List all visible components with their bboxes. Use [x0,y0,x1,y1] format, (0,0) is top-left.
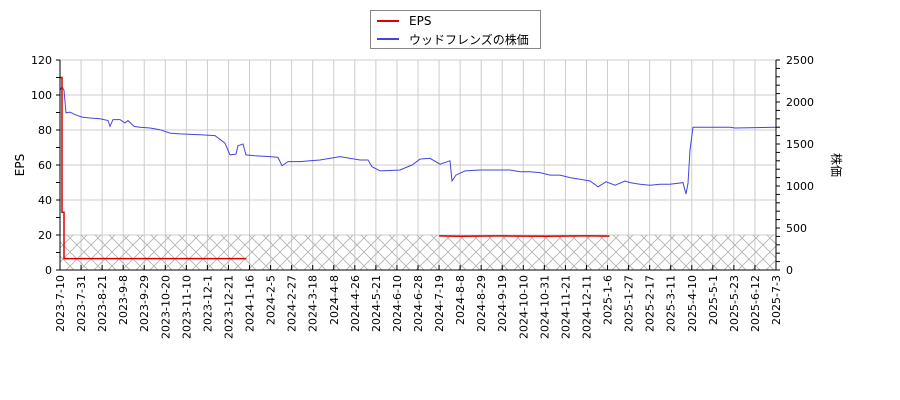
x-tick-label: 2024-10-31 [538,275,551,339]
right-tick-label: 2000 [786,96,814,109]
left-tick-label: 0 [45,264,52,277]
left-tick-label: 100 [31,89,52,102]
x-tick-label: 2024-8-8 [454,275,467,325]
left-tick-label: 60 [38,159,52,172]
x-tick-label: 2025-4-10 [686,275,699,332]
x-tick-label: 2023-9-8 [117,275,130,325]
left-axis-title: EPS [13,154,27,176]
x-tick-label: 2024-12-11 [580,275,593,339]
right-axis-title: 株価 [829,153,844,177]
x-tick-label: 2024-6-10 [391,275,404,332]
x-tick-label: 2024-4-8 [328,275,341,325]
x-tick-label: 2024-4-26 [349,275,362,332]
x-tick-label: 2024-9-19 [496,275,509,332]
left-tick-label: 120 [31,54,52,67]
x-tick-label: 2023-7-31 [75,275,88,332]
x-tick-label: 2024-7-19 [433,275,446,332]
eps-line [60,76,247,260]
x-tick-label: 2024-5-21 [370,275,383,332]
x-tick-label: 2023-7-10 [54,275,67,332]
hatched-band [60,235,776,270]
x-tick-label: 2024-3-18 [307,275,320,332]
x-tick-label: 2024-1-16 [244,275,257,332]
x-tick-label: 2024-8-29 [475,275,488,332]
x-tick-label: 2024-6-28 [412,275,425,332]
x-tick-label: 2023-12-21 [222,275,235,339]
right-tick-label: 0 [786,264,793,277]
right-axis-ticks: 0 500 1000 1500 2000 2500 [776,54,814,277]
left-axis-ticks: 0 20 40 60 80 100 120 [31,54,60,277]
x-tick-label: 2024-2-5 [265,275,278,325]
legend-item-price: ウッドフレンズの株価 [377,31,529,47]
x-tick-label: 2023-11-10 [180,275,193,339]
chart-legend: EPS ウッドフレンズの株価 [370,10,541,49]
x-axis-ticks: 2023-7-10 2023-7-31 2023-8-21 2023-9-8 2023-… [54,265,783,339]
x-tick-label: 2025-1-27 [623,275,636,332]
right-tick-label: 2500 [786,54,814,67]
x-tick-label: 2025-5-23 [728,275,741,332]
right-tick-label: 500 [786,222,807,235]
series-layer [59,76,777,260]
x-tick-label: 2025-2-17 [644,275,657,332]
x-tick-label: 2025-1-6 [602,275,615,325]
x-tick-label: 2024-11-21 [559,275,572,339]
right-tick-label: 1500 [786,138,814,151]
eps-line-swatch-icon [377,20,399,22]
right-tick-label: 1000 [786,180,814,193]
x-tick-label: 2023-10-20 [159,275,172,339]
left-tick-label: 20 [38,229,52,242]
price-line [59,85,777,195]
price-line-swatch-icon [377,38,399,40]
left-tick-label: 80 [38,124,52,137]
x-tick-label: 2023-9-29 [138,275,151,332]
left-tick-label: 40 [38,194,52,207]
legend-item-eps: EPS [377,13,431,29]
x-tick-label: 2023-8-21 [96,275,109,332]
x-tick-label: 2025-7-3 [770,275,783,325]
legend-label-eps: EPS [409,14,432,28]
legend-label-price: ウッドフレンズの株価 [409,32,529,47]
x-tick-label: 2025-6-12 [749,275,762,332]
x-tick-label: 2023-12-1 [201,275,214,332]
x-tick-label: 2024-10-10 [517,275,530,339]
x-tick-label: 2024-2-27 [286,275,299,332]
x-tick-label: 2025-3-11 [665,275,678,332]
x-tick-label: 2025-5-1 [707,275,720,325]
